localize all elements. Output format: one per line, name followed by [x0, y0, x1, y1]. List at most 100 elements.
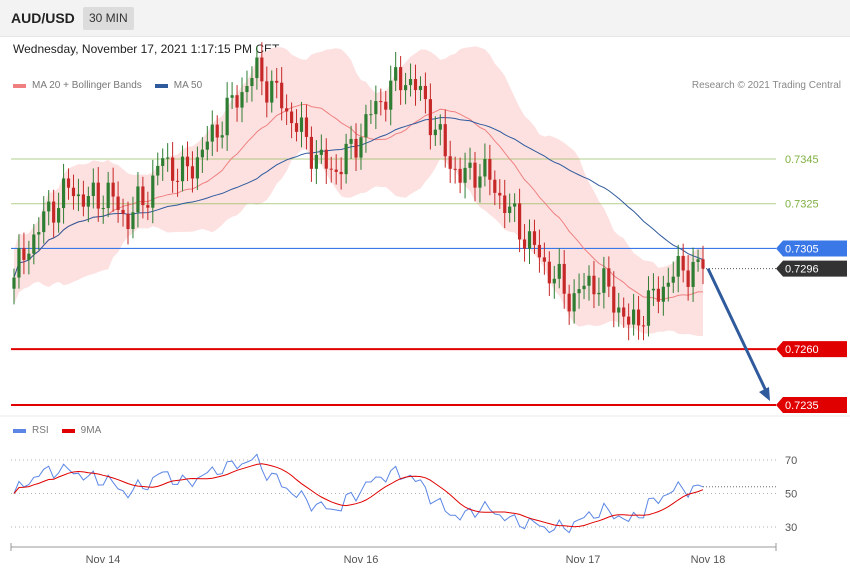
- bollinger-swatch: [13, 83, 26, 88]
- timeframe-button[interactable]: 30 MIN: [83, 7, 134, 30]
- candle-body: [240, 92, 244, 108]
- top-bar: AUD/USD 30 MIN: [0, 0, 850, 37]
- candle-body: [22, 248, 26, 260]
- candle-body: [686, 270, 690, 287]
- candle-body: [215, 124, 219, 138]
- candle-body: [171, 157, 175, 181]
- candle-body: [582, 285, 586, 290]
- candle-body: [513, 203, 517, 207]
- candle-body: [116, 196, 120, 210]
- candle-body: [225, 97, 229, 136]
- candle-body: [235, 95, 239, 108]
- candle-body: [146, 205, 150, 208]
- rsi-legend: RSI 9MA: [13, 425, 101, 436]
- candle-body: [309, 136, 314, 169]
- legend-rsi-ma: 9MA: [80, 425, 102, 436]
- candle-body: [627, 316, 631, 325]
- candle-body: [364, 114, 368, 138]
- price-label: 0.7235: [785, 400, 819, 412]
- candle-body: [641, 325, 646, 327]
- candle-body: [681, 255, 685, 271]
- legend-bollinger: MA 20 + Bollinger Bands: [32, 80, 142, 91]
- x-tick-label: Nov 18: [691, 554, 726, 566]
- price-label: 0.7260: [785, 344, 819, 356]
- candle-body: [285, 108, 289, 112]
- rsi-swatch: [13, 428, 26, 433]
- candle-body: [428, 99, 432, 136]
- candle-body: [691, 261, 695, 287]
- candle-body: [612, 286, 616, 313]
- candle-body: [448, 156, 452, 169]
- candle-body: [418, 85, 423, 91]
- candle-body: [587, 275, 591, 286]
- candle-body: [76, 194, 81, 197]
- candle-body: [260, 57, 264, 82]
- candle-body: [374, 101, 378, 115]
- candle-body: [354, 138, 358, 158]
- bollinger-band: [14, 46, 703, 337]
- candle-body: [245, 86, 249, 93]
- candle-body: [527, 231, 532, 249]
- rsi-tick-label: 50: [785, 489, 797, 501]
- candle-body: [265, 81, 269, 103]
- candle-body: [423, 85, 428, 100]
- candle-body: [379, 101, 383, 103]
- candle-body: [205, 141, 209, 150]
- legend-ma50: MA 50: [173, 80, 203, 91]
- ma20-line: [13, 103, 703, 301]
- candle-body: [592, 275, 596, 295]
- candle-body: [433, 129, 437, 136]
- candle-body: [61, 178, 66, 209]
- x-tick-label: Nov 16: [344, 554, 379, 566]
- rsi-ma-swatch: [61, 428, 75, 433]
- rsi-tick-label: 30: [785, 522, 797, 534]
- candle-body: [334, 169, 338, 172]
- candle-body: [369, 114, 373, 116]
- candle-body: [314, 154, 318, 169]
- candle-body: [37, 232, 41, 235]
- candle-body: [468, 162, 472, 168]
- candle-body: [389, 80, 393, 110]
- candle-body: [438, 124, 442, 130]
- candle-body: [185, 156, 190, 167]
- candle-body: [42, 211, 46, 233]
- candle-body: [463, 167, 467, 183]
- candle-body: [106, 182, 110, 209]
- candle-body: [602, 268, 606, 293]
- candle-body: [131, 212, 135, 230]
- candle-body: [47, 201, 51, 212]
- candle-body: [126, 213, 130, 230]
- candle-body: [458, 168, 462, 183]
- candle-body: [443, 124, 447, 157]
- candle-body: [304, 117, 309, 137]
- candle-body: [597, 292, 601, 295]
- candle-body: [289, 111, 294, 124]
- candle-body: [255, 57, 259, 79]
- candle-body: [57, 208, 61, 223]
- candle-body: [483, 159, 487, 177]
- candle-body: [270, 80, 274, 103]
- candle-body: [280, 82, 284, 109]
- candle-body: [81, 194, 85, 207]
- candle-body: [91, 182, 95, 197]
- x-tick-label: Nov 14: [86, 554, 121, 566]
- candle-body: [408, 78, 413, 86]
- candle-body: [166, 157, 170, 159]
- candle-body: [324, 149, 328, 169]
- candle-body: [572, 293, 576, 312]
- candle-body: [329, 168, 333, 170]
- candle-body: [671, 276, 675, 283]
- candle-body: [319, 149, 323, 155]
- candle-body: [96, 182, 100, 209]
- candle-body: [557, 263, 561, 279]
- rsi-ma-line: [13, 463, 704, 528]
- candle-body: [101, 208, 105, 210]
- candle-body: [413, 78, 418, 91]
- price-label: 0.7325: [785, 199, 819, 211]
- candle-body: [532, 231, 537, 245]
- candle-body: [151, 175, 155, 208]
- candle-body: [636, 309, 641, 326]
- candle-body: [195, 157, 200, 179]
- timestamp: Wednesday, November 17, 2021 1:17:15 PM …: [13, 42, 280, 56]
- candle-body: [136, 186, 140, 213]
